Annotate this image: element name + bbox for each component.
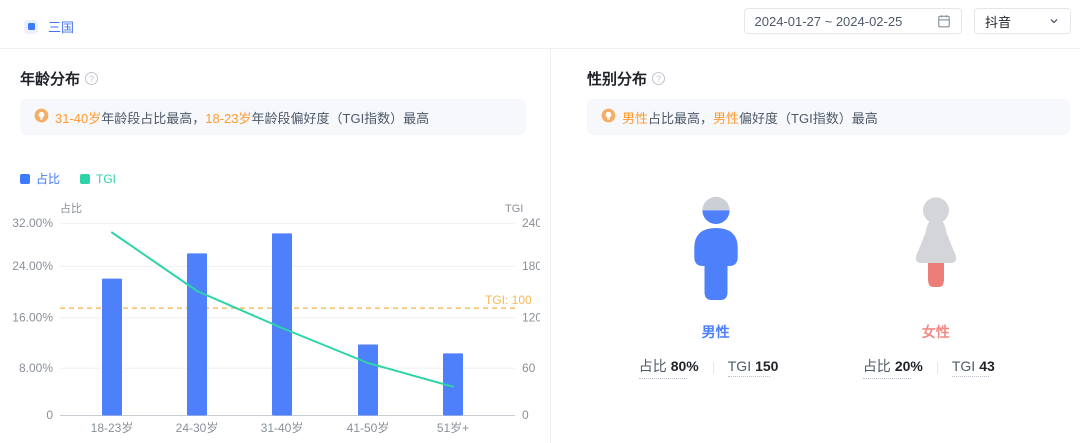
svg-text:31-40岁: 31-40岁	[261, 420, 304, 435]
svg-text:24-30岁: 24-30岁	[176, 420, 219, 435]
svg-text:51岁+: 51岁+	[437, 420, 469, 435]
svg-text:0: 0	[46, 408, 53, 422]
svg-text:41-50岁: 41-50岁	[347, 420, 390, 435]
svg-text:0: 0	[522, 408, 529, 422]
svg-text:180: 180	[522, 259, 540, 273]
svg-text:60: 60	[522, 361, 536, 375]
svg-text:120: 120	[522, 311, 540, 325]
svg-text:32.00%: 32.00%	[12, 216, 53, 230]
svg-text:TGI: TGI	[505, 203, 523, 215]
svg-text:18-23岁: 18-23岁	[91, 420, 134, 435]
svg-text:24.00%: 24.00%	[12, 259, 53, 273]
svg-text:占比: 占比	[60, 201, 82, 215]
svg-text:240: 240	[522, 216, 540, 230]
svg-text:16.00%: 16.00%	[12, 311, 53, 325]
svg-text:TGI: 100: TGI: 100	[485, 293, 532, 307]
svg-text:8.00%: 8.00%	[19, 361, 53, 375]
